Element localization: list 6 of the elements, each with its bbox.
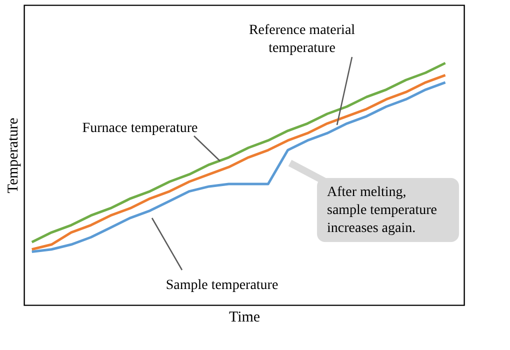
x-axis-title: Time bbox=[228, 310, 260, 326]
text: Sample temperature bbox=[166, 278, 278, 293]
y-axis-title: Temperature bbox=[6, 117, 22, 194]
text: Furnace temperature bbox=[82, 121, 198, 136]
text: Reference material temperature bbox=[248, 23, 356, 56]
annotation: After melting, sample temperature increases again. bbox=[327, 185, 438, 236]
